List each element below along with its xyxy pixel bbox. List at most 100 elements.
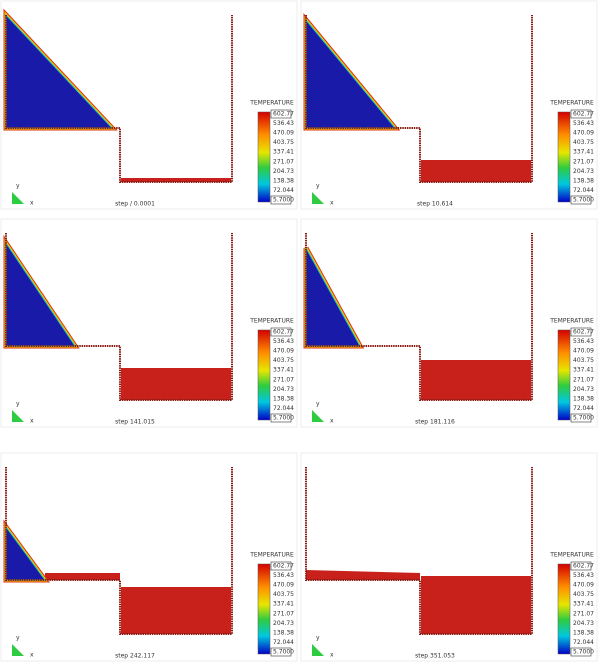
container-wall (305, 467, 533, 635)
legend-tick-label: 337.41 (573, 367, 594, 374)
legend-tick-label: 271.07 (273, 610, 294, 617)
container-wall (5, 467, 233, 635)
fluid-pool (421, 576, 531, 634)
legend-tick-label: 138.38 (273, 395, 294, 402)
panel: TEMPERATURE 602.77 536.43 470.09 403.75 337.4… (0, 218, 298, 428)
axis-x-label: x (30, 418, 34, 425)
legend-box (570, 195, 592, 205)
colorbar (557, 329, 571, 421)
legend-tick-label: 5.7000 (273, 197, 294, 204)
legend-tick-label: 403.75 (573, 357, 594, 364)
legend-tick-label: 536.43 (273, 338, 294, 345)
axis-y-label: y (316, 183, 320, 190)
legend-tick-label: 138.38 (573, 177, 594, 184)
legend-box (270, 195, 292, 205)
axis-x-label: x (30, 652, 34, 659)
axis-x-label: x (30, 200, 34, 207)
legend-tick-label: 204.73 (573, 168, 594, 175)
legend-tick-label: 138.38 (273, 177, 294, 184)
step-label: step 351.053 (415, 653, 455, 660)
fluid-layer (45, 573, 120, 580)
axis-triad (12, 410, 24, 422)
axis-triad (312, 192, 324, 204)
legend-tick-label: 602.77 (273, 329, 294, 336)
legend-tick-label: 536.43 (273, 120, 294, 127)
fluid-layer (306, 570, 420, 580)
axis-x-label: x (330, 200, 334, 207)
legend-tick-label: 403.75 (573, 591, 594, 598)
axis-y-label: y (16, 635, 20, 642)
legend-tick-label: 72.044 (573, 187, 594, 194)
axis-y-label: y (16, 183, 20, 190)
legend-box (270, 413, 292, 423)
legend-tick-label: 138.38 (273, 629, 294, 636)
legend-tick-label: 271.07 (273, 158, 294, 165)
legend-tick-label: 470.09 (273, 130, 294, 137)
legend-tick-label: 403.75 (273, 139, 294, 146)
legend-tick-label: 5.7000 (573, 649, 594, 656)
fluid-pool (121, 178, 231, 182)
legend-tick-label: 337.41 (573, 601, 594, 608)
legend-tick-label: 72.044 (573, 405, 594, 412)
legend-tick-label: 470.09 (273, 348, 294, 355)
axis-y-label: y (316, 635, 320, 642)
colorbar (557, 563, 571, 655)
legend-title: TEMPERATURE (549, 318, 594, 325)
step-label: step 141.015 (115, 419, 155, 426)
legend-tick-label: 602.77 (573, 111, 594, 118)
step-label: step 242.117 (115, 653, 155, 660)
legend-tick-label: 72.044 (273, 639, 294, 646)
legend-title: TEMPERATURE (249, 100, 294, 107)
fluid-pool (421, 160, 531, 182)
colorbar (257, 563, 271, 655)
legend-tick-label: 204.73 (573, 386, 594, 393)
legend-title: TEMPERATURE (249, 552, 294, 559)
legend-tick-label: 337.41 (273, 149, 294, 156)
legend-tick-label: 602.77 (573, 563, 594, 570)
legend-box (270, 327, 292, 337)
step-label: step 10.614 (417, 201, 453, 208)
legend-tick-label: 5.7000 (573, 197, 594, 204)
legend-tick-label: 337.41 (273, 601, 294, 608)
legend-title: TEMPERATURE (549, 100, 594, 107)
axis-x-label: x (330, 652, 334, 659)
axis-y-label: y (16, 401, 20, 408)
legend-tick-label: 5.7000 (273, 649, 294, 656)
container-wall (305, 233, 533, 401)
axis-x-label: x (330, 418, 334, 425)
colorbar (257, 329, 271, 421)
legend-tick-label: 403.75 (573, 139, 594, 146)
axis-triad (12, 644, 24, 656)
legend-tick-label: 403.75 (273, 357, 294, 364)
legend-tick-label: 72.044 (573, 639, 594, 646)
legend-tick-label: 337.41 (573, 149, 594, 156)
legend-tick-label: 271.07 (573, 376, 594, 383)
legend-tick-label: 470.09 (573, 582, 594, 589)
legend-box (570, 413, 592, 423)
fluid-cold (305, 247, 361, 347)
legend-title: TEMPERATURE (249, 318, 294, 325)
legend-tick-label: 271.07 (273, 376, 294, 383)
legend-box (570, 109, 592, 119)
legend-tick-label: 204.73 (273, 620, 294, 627)
legend-tick-label: 138.38 (573, 395, 594, 402)
legend-tick-label: 337.41 (273, 367, 294, 374)
legend-box (270, 561, 292, 571)
legend-tick-label: 204.73 (273, 168, 294, 175)
legend-tick-label: 72.044 (273, 405, 294, 412)
legend-tick-label: 271.07 (573, 158, 594, 165)
legend-tick-label: 536.43 (273, 572, 294, 579)
legend-tick-label: 204.73 (273, 386, 294, 393)
step-label: step / 0.0001 (115, 201, 155, 208)
legend-tick-label: 72.044 (273, 187, 294, 194)
legend-box (570, 647, 592, 657)
container-wall (5, 15, 233, 183)
fluid-pool (421, 360, 531, 400)
legend-tick-label: 403.75 (273, 591, 294, 598)
panel: TEMPERATURE 602.77 536.43 470.09 403.75 337.4… (0, 452, 298, 662)
legend-tick-label: 138.38 (573, 629, 594, 636)
legend-box (270, 109, 292, 119)
fluid-pool (121, 368, 231, 400)
